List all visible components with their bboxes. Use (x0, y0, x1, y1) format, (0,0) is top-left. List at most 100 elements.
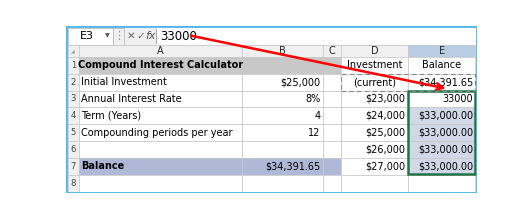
Text: fx: fx (145, 31, 156, 41)
Text: A: A (157, 46, 164, 56)
Bar (68, 28, 113, 44)
Bar (408, 175, 475, 192)
Bar (242, 141, 323, 158)
Bar (68, 158, 78, 175)
Bar (78, 158, 242, 175)
Bar (242, 107, 323, 124)
Bar (242, 175, 323, 192)
Text: ✓: ✓ (136, 31, 145, 41)
Bar (78, 124, 242, 141)
Bar (78, 74, 242, 90)
Text: 6: 6 (70, 145, 76, 154)
Bar (409, 91, 475, 174)
Bar (323, 57, 341, 74)
Text: $33,000.00: $33,000.00 (418, 161, 473, 171)
Text: Term (Years): Term (Years) (81, 111, 141, 121)
Bar (323, 141, 341, 158)
Text: $27,000: $27,000 (366, 161, 405, 171)
Bar (408, 90, 475, 107)
Text: Annual Interest Rate: Annual Interest Rate (81, 94, 182, 104)
Bar (341, 90, 408, 107)
Bar (323, 74, 341, 90)
Bar (323, 175, 341, 192)
Bar (78, 107, 242, 124)
Text: 5: 5 (70, 128, 76, 137)
Text: 3: 3 (70, 94, 76, 104)
Bar (242, 158, 323, 175)
Bar (341, 107, 408, 124)
Bar (341, 74, 475, 90)
Bar (323, 44, 341, 57)
Bar (408, 107, 475, 124)
Bar (68, 28, 475, 44)
Text: B: B (279, 46, 286, 56)
Bar (341, 57, 408, 74)
Bar (242, 44, 323, 57)
Bar (341, 74, 408, 90)
Bar (408, 74, 475, 90)
Text: ◢: ◢ (72, 48, 75, 53)
Bar (323, 107, 341, 124)
Text: ▼: ▼ (105, 34, 110, 39)
Bar (78, 44, 242, 57)
Bar (323, 158, 341, 175)
Text: $25,000: $25,000 (280, 77, 320, 87)
Text: 7: 7 (70, 162, 76, 171)
Bar (408, 44, 475, 57)
Bar (68, 90, 78, 107)
Bar (408, 124, 475, 141)
Text: $33,000.00: $33,000.00 (418, 128, 473, 138)
Text: 4: 4 (314, 111, 320, 121)
Text: E3: E3 (80, 31, 94, 41)
Bar (68, 107, 78, 124)
Text: $26,000: $26,000 (366, 145, 405, 155)
Text: $24,000: $24,000 (366, 111, 405, 121)
Bar (242, 74, 323, 90)
Bar (242, 90, 323, 107)
Bar (68, 57, 78, 74)
Text: Compounding periods per year: Compounding periods per year (81, 128, 233, 138)
Text: Balance: Balance (422, 60, 461, 70)
Text: 12: 12 (308, 128, 320, 138)
Bar (242, 124, 323, 141)
Bar (68, 175, 78, 192)
Text: ✕: ✕ (127, 31, 136, 41)
Bar (68, 124, 78, 141)
Text: 1: 1 (70, 61, 76, 70)
Bar (408, 158, 475, 175)
Text: E: E (439, 46, 445, 56)
Text: $25,000: $25,000 (366, 128, 405, 138)
Bar (68, 44, 78, 57)
Text: Investment: Investment (347, 60, 402, 70)
Bar (341, 141, 408, 158)
Text: 8%: 8% (305, 94, 320, 104)
Text: $33,000.00: $33,000.00 (418, 145, 473, 155)
Bar (157, 28, 475, 44)
Text: $34,391.65: $34,391.65 (265, 161, 320, 171)
Text: 4: 4 (70, 111, 76, 120)
Text: 2: 2 (70, 78, 76, 87)
Text: (current): (current) (353, 77, 396, 87)
Bar (78, 90, 242, 107)
Text: Initial Investment: Initial Investment (81, 77, 167, 87)
Bar (323, 124, 341, 141)
Text: 33000: 33000 (443, 94, 473, 104)
Bar (68, 74, 78, 90)
Text: ⋮: ⋮ (112, 31, 123, 41)
Bar (341, 124, 408, 141)
Bar (408, 57, 475, 74)
Bar (408, 141, 475, 158)
Text: $34,391.65: $34,391.65 (418, 77, 473, 87)
Text: 8: 8 (70, 179, 76, 188)
Bar (78, 175, 242, 192)
Text: 33000: 33000 (160, 30, 197, 43)
Text: $23,000: $23,000 (366, 94, 405, 104)
Bar (242, 57, 323, 74)
Text: D: D (370, 46, 378, 56)
Text: C: C (328, 46, 335, 56)
Text: $33,000.00: $33,000.00 (418, 111, 473, 121)
Bar (78, 57, 242, 74)
Bar (323, 90, 341, 107)
Bar (341, 44, 408, 57)
Text: Balance: Balance (81, 161, 124, 171)
